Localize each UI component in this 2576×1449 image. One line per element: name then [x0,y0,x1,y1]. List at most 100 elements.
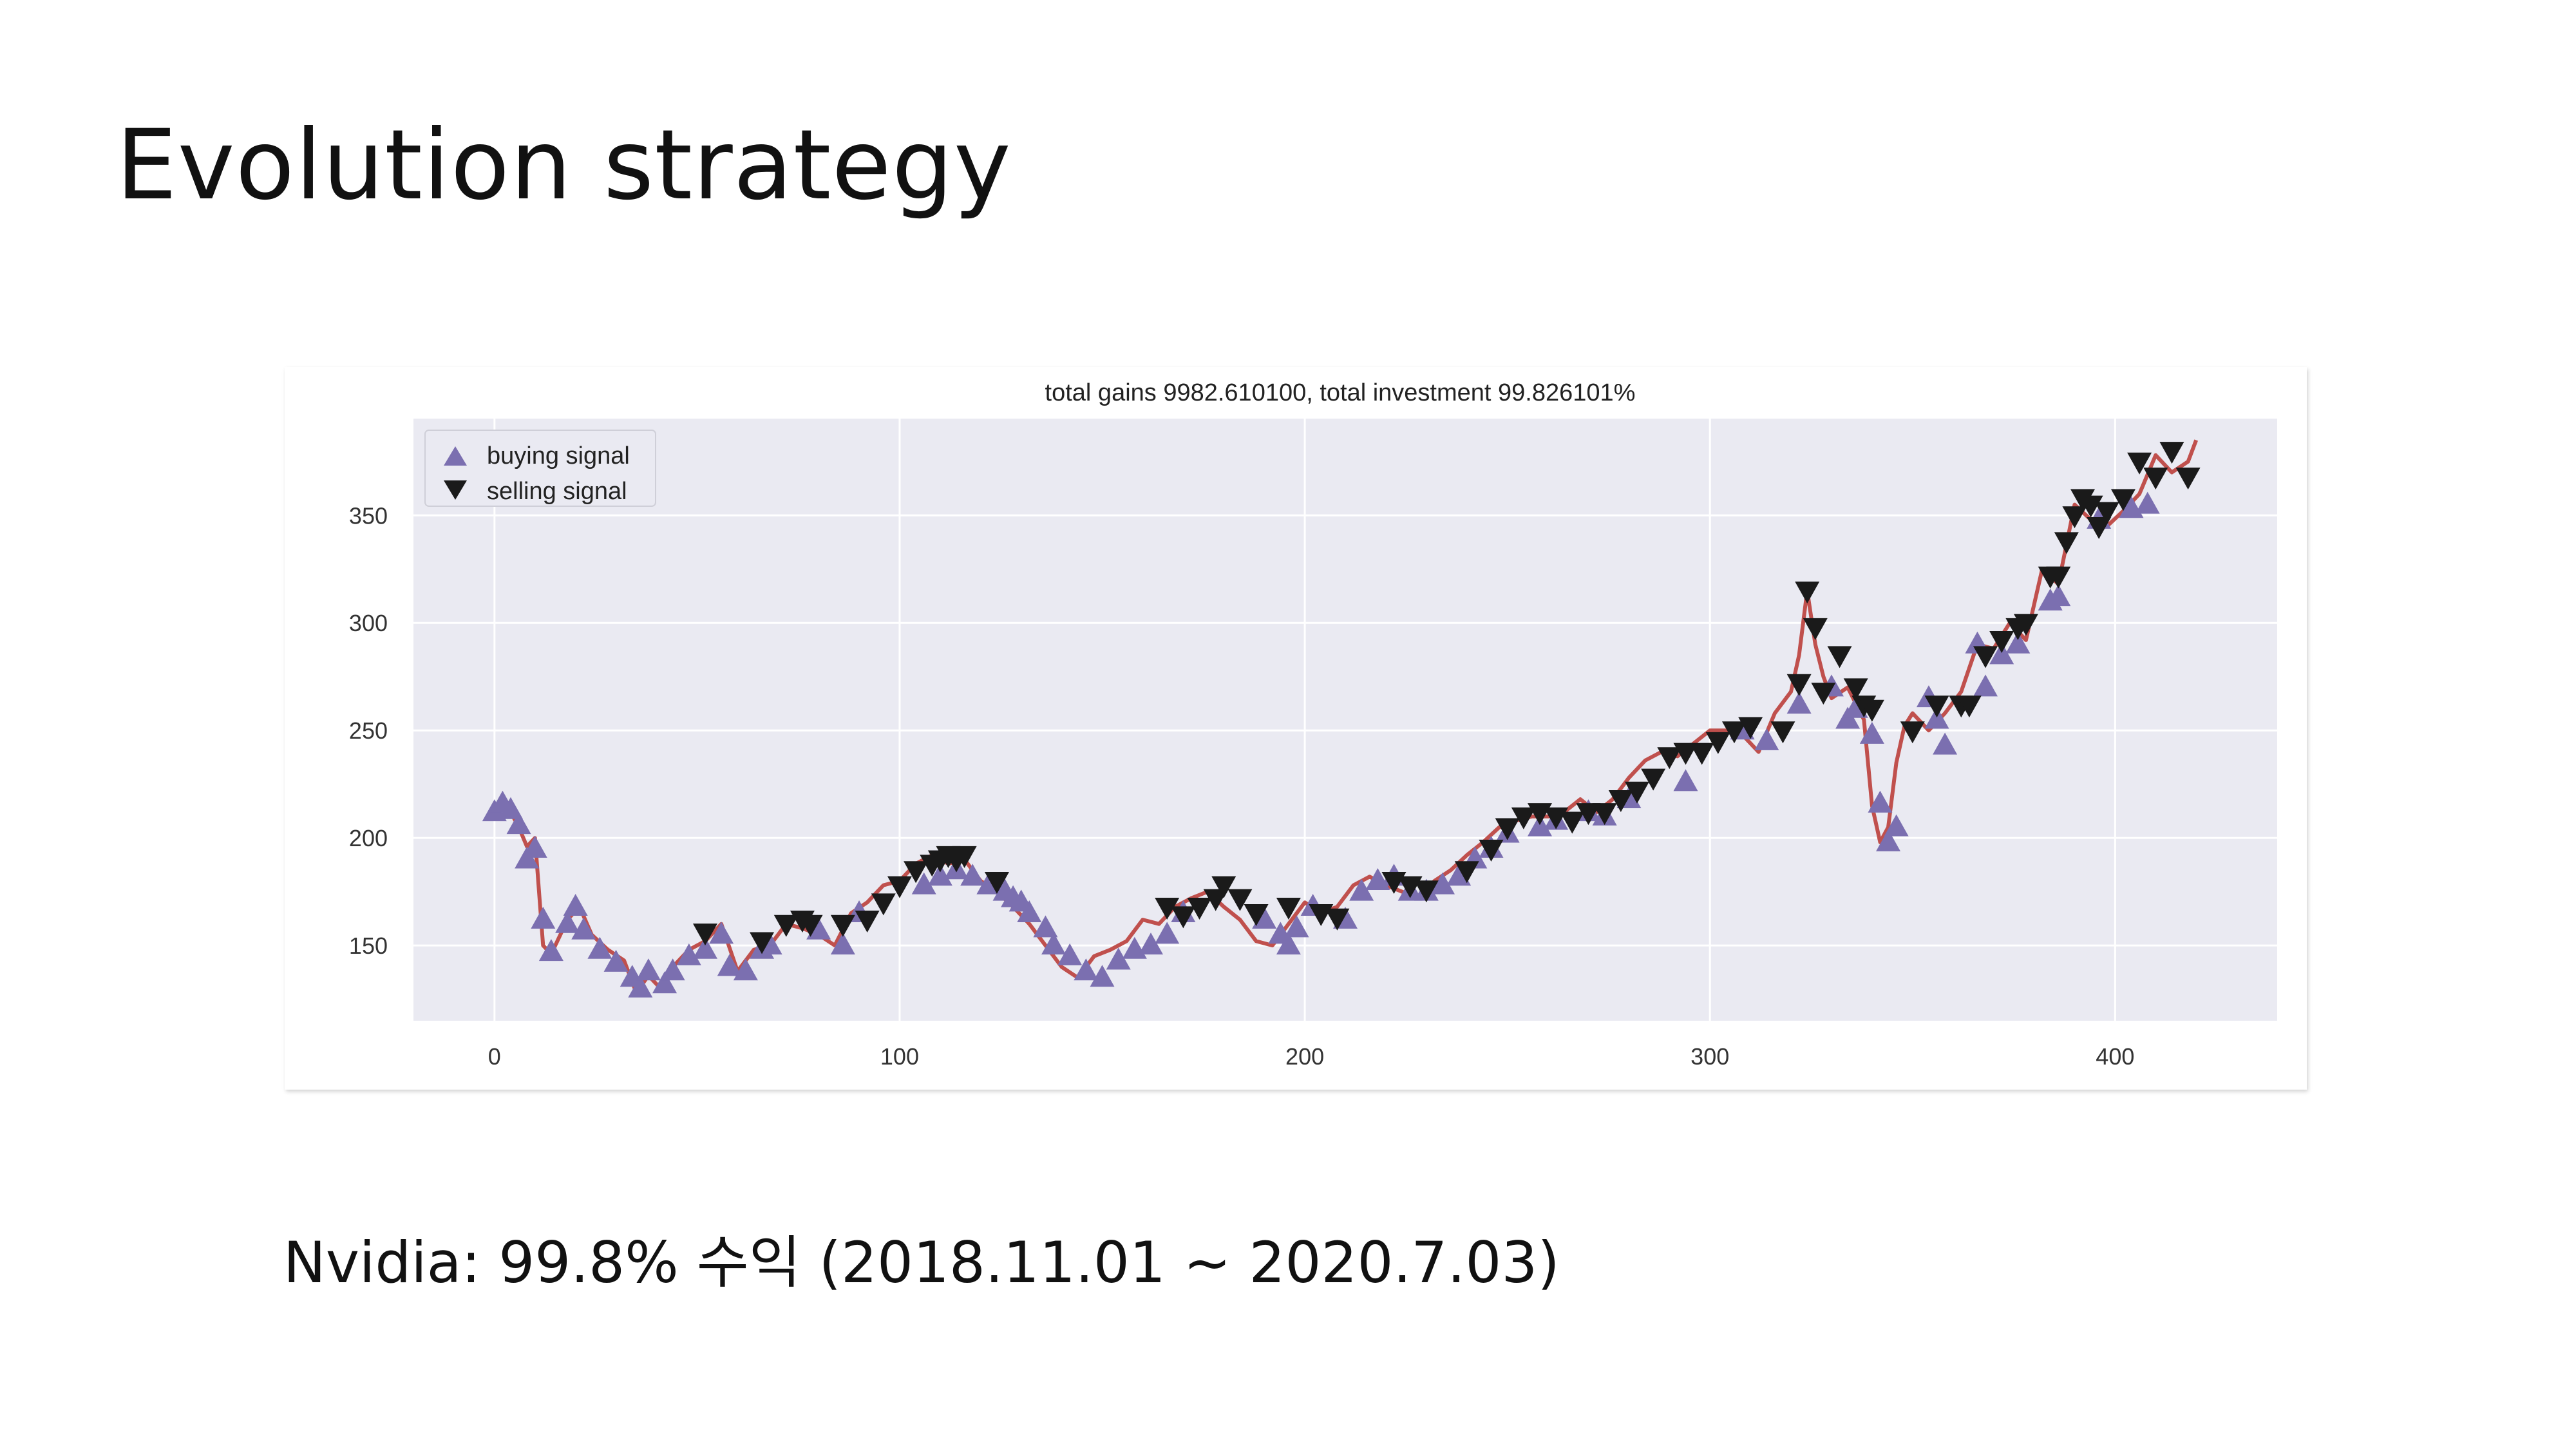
legend-buy-marker [444,446,467,466]
buy-marker [660,958,685,981]
sell-marker [1673,743,1698,765]
buy-marker [652,971,677,994]
buy-marker [717,954,742,976]
sell-marker [887,876,912,898]
buy-marker [555,911,580,933]
x-tick-label: 400 [2096,1043,2134,1070]
sell-marker [1770,721,1795,744]
gridlines [413,419,2277,1021]
selling-signal-markers [692,442,2201,954]
buy-marker [1924,706,1949,729]
buy-marker [830,933,855,955]
sell-marker [1608,790,1633,813]
buy-marker [531,907,556,929]
sell-marker [1795,582,1820,604]
sell-marker [1989,630,2014,653]
sell-marker [1211,876,1236,898]
buy-marker [927,864,952,886]
buy-marker [1884,814,1909,837]
buy-marker [1090,965,1115,987]
buy-marker [960,864,985,886]
y-tick-label: 350 [349,502,388,529]
buy-marker [806,917,831,940]
y-tick-label: 300 [349,610,388,636]
sell-marker [1624,781,1649,804]
sell-marker [1511,807,1536,829]
buy-marker [2135,491,2160,514]
x-tick-label: 200 [1285,1043,1324,1070]
buy-marker [522,835,547,858]
sell-marker [1592,803,1617,826]
buy-marker [1859,721,1884,744]
sell-marker [1859,699,1884,722]
buy-marker [571,917,596,940]
buy-marker [1989,642,2014,665]
buy-marker [603,949,629,972]
price-line [493,439,2199,995]
buy-marker [498,797,523,819]
buy-marker [587,936,612,959]
sell-marker [692,923,717,946]
slide-caption: Nvidia: 99.8% 수익 (2018.11.01 ~ 2020.7.03… [283,1229,1560,1296]
legend: buying signal selling signal [424,430,656,507]
sell-marker [1244,904,1269,927]
buy-marker [1057,943,1083,965]
sell-marker [2127,452,2152,475]
sell-marker [2054,532,2079,554]
buy-marker [1284,915,1309,938]
sell-marker [1827,646,1852,668]
sell-marker [1171,906,1196,929]
sell-marker [2087,516,2112,539]
buy-marker [733,958,758,981]
axis-tick-labels: 0 100 200 300 400 150 200 250 300 350 [349,502,2134,1070]
buy-marker [1786,692,1812,714]
sell-marker [1973,646,1998,668]
sell-marker [798,914,823,937]
sell-marker [1641,768,1666,791]
x-tick-label: 300 [1690,1043,1729,1070]
buy-marker [1041,933,1066,955]
sell-marker [1479,839,1504,862]
sell-marker [2175,468,2201,490]
buy-marker [1868,790,1893,813]
buy-marker [692,936,717,959]
buy-marker [676,943,701,965]
buy-marker [2005,631,2031,654]
sell-marker [1576,803,1601,826]
buy-marker [1876,829,1901,851]
sell-marker [1155,898,1180,920]
sell-marker [1956,696,1982,718]
buy-marker [2046,584,2071,607]
sell-marker [2143,468,2168,490]
buy-marker [1430,872,1455,895]
legend-sell-marker [444,480,467,500]
sell-marker [2094,502,2119,524]
legend-buy-label: buying signal [487,442,630,469]
sell-marker [773,914,799,937]
y-tick-label: 250 [349,717,388,744]
sell-marker [2046,566,2071,589]
sell-marker [1227,889,1253,911]
sell-marker [1786,674,1812,696]
sell-marker [1657,747,1682,770]
buy-marker [1033,915,1058,938]
chart: total gains 9982.610100, total investmen… [349,379,2277,1070]
sell-marker [1203,889,1228,911]
buy-marker [506,812,531,835]
buy-marker [709,922,734,944]
y-tick-label: 150 [349,933,388,959]
buy-marker [1673,769,1698,791]
sell-marker [1705,732,1730,754]
sell-marker [1187,898,1212,920]
sell-marker [871,893,896,916]
buy-marker [1017,900,1042,923]
sell-marker [2078,495,2103,518]
sell-marker [750,932,775,954]
buy-marker [1252,907,1277,929]
sell-marker [1414,880,1439,903]
sell-marker [1721,721,1747,744]
buy-marker [1527,814,1552,837]
sell-marker [2159,442,2184,464]
y-tick-label: 200 [349,825,388,851]
sell-marker [2062,506,2087,529]
